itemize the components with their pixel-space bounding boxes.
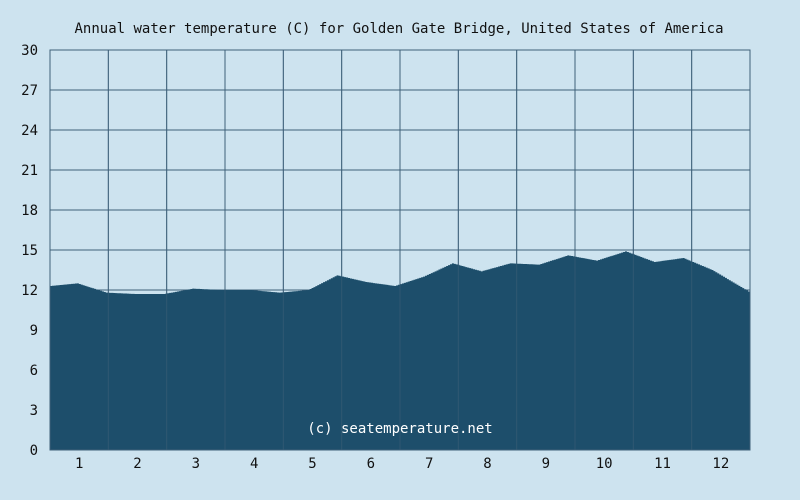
y-tick-label: 12 xyxy=(21,283,38,299)
x-tick-label: 2 xyxy=(133,456,141,472)
y-tick-label: 9 xyxy=(30,323,38,339)
x-tick-label: 12 xyxy=(712,456,729,472)
grid-lines-overlay xyxy=(107,50,693,450)
x-tick-label: 1 xyxy=(75,456,83,472)
x-tick-label: 9 xyxy=(542,456,550,472)
y-tick-label: 21 xyxy=(21,163,38,179)
x-tick-label: 3 xyxy=(192,456,200,472)
y-tick-label: 0 xyxy=(30,443,38,459)
x-tick-label: 4 xyxy=(250,456,258,472)
y-axis-ticks: 0 3 6 9 12 15 18 21 24 27 30 xyxy=(21,43,38,459)
y-tick-label: 18 xyxy=(21,203,38,219)
y-tick-label: 27 xyxy=(21,83,38,99)
y-tick-label: 15 xyxy=(21,243,38,259)
credit-text: (c) seatemperature.net xyxy=(307,421,492,437)
y-tick-label: 3 xyxy=(30,403,38,419)
y-tick-label: 6 xyxy=(30,363,38,379)
x-tick-label: 10 xyxy=(596,456,613,472)
x-tick-label: 7 xyxy=(425,456,433,472)
y-tick-label: 24 xyxy=(21,123,38,139)
x-tick-label: 11 xyxy=(654,456,671,472)
x-tick-label: 8 xyxy=(483,456,491,472)
x-tick-label: 6 xyxy=(367,456,375,472)
y-tick-label: 30 xyxy=(21,43,38,59)
x-tick-label: 5 xyxy=(308,456,316,472)
plot-border xyxy=(49,49,751,451)
chart-title: Annual water temperature (C) for Golden … xyxy=(74,21,723,37)
x-axis-ticks: 1 2 3 4 5 6 7 8 9 10 11 12 xyxy=(75,456,729,472)
